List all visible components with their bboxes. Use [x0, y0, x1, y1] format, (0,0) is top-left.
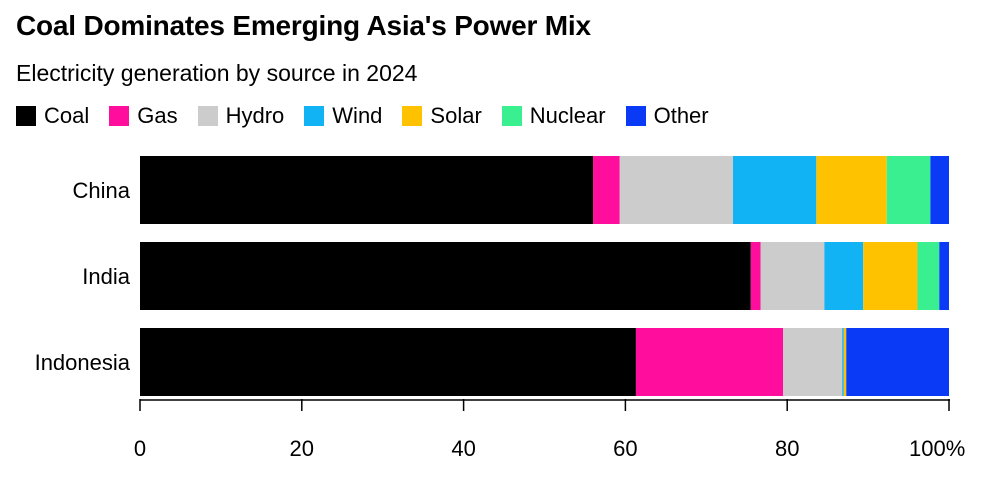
x-tick-label-60: 60 [613, 436, 637, 461]
bar-segment-indonesia-coal [140, 328, 636, 396]
chart-legend: Coal Gas Hydro Wind Solar Nuclear Other [16, 103, 729, 129]
category-label-indonesia: Indonesia [35, 350, 131, 375]
chart-subtitle: Electricity generation by source in 2024 [16, 60, 418, 86]
legend-item-gas: Gas [109, 103, 178, 129]
x-tick-label-80: 80 [775, 436, 799, 461]
legend-item-wind: Wind [304, 103, 382, 129]
legend-label-solar: Solar [430, 103, 482, 128]
legend-label-hydro: Hydro [225, 103, 285, 128]
bar-segment-china-solar [816, 156, 887, 224]
x-tick-label-40: 40 [451, 436, 475, 461]
bar-segment-india-wind [824, 242, 864, 310]
legend-swatch-gas [109, 106, 130, 126]
legend-label-coal: Coal [44, 103, 90, 128]
legend-item-other: Other [625, 103, 709, 129]
bar-segment-china-coal [140, 156, 594, 224]
bar-segment-indonesia-other [846, 328, 949, 396]
bar-segment-india-other [939, 242, 949, 310]
legend-item-hydro: Hydro [197, 103, 285, 129]
legend-label-other: Other [653, 103, 709, 128]
bar-segment-india-nuclear [917, 242, 940, 310]
bar-segment-indonesia-wind [842, 328, 844, 396]
legend-item-solar: Solar [402, 103, 482, 129]
x-tick-label-0: 0 [134, 436, 146, 461]
x-tick-label-100: 100% [909, 436, 965, 461]
legend-swatch-other [625, 106, 646, 126]
bar-segment-india-gas [750, 242, 761, 310]
legend-label-nuclear: Nuclear [529, 103, 606, 128]
bar-segment-indonesia-gas [635, 328, 784, 396]
legend-label-gas: Gas [137, 103, 178, 128]
legend-swatch-nuclear [501, 106, 522, 126]
legend-label-wind: Wind [332, 103, 383, 128]
bar-segment-india-coal [140, 242, 751, 310]
legend-swatch-solar [402, 106, 423, 126]
category-label-china: China [73, 178, 131, 203]
bar-segment-china-hydro [619, 156, 733, 224]
x-tick-label-20: 20 [290, 436, 314, 461]
legend-item-coal: Coal [16, 103, 89, 129]
bar-segment-china-other [930, 156, 949, 224]
bar-segment-china-nuclear [886, 156, 931, 224]
legend-item-nuclear: Nuclear [501, 103, 606, 129]
bar-segment-india-hydro [760, 242, 825, 310]
bar-segment-indonesia-hydro [783, 328, 843, 396]
legend-swatch-coal [16, 106, 36, 126]
bar-segment-china-wind [732, 156, 817, 224]
legend-swatch-wind [304, 106, 325, 126]
legend-swatch-hydro [197, 106, 218, 126]
bar-segment-indonesia-solar [843, 328, 847, 396]
bar-segment-china-gas [593, 156, 620, 224]
bar-segment-india-solar [863, 242, 918, 310]
chart-title: Coal Dominates Emerging Asia's Power Mix [16, 10, 591, 41]
category-label-india: India [82, 264, 130, 289]
